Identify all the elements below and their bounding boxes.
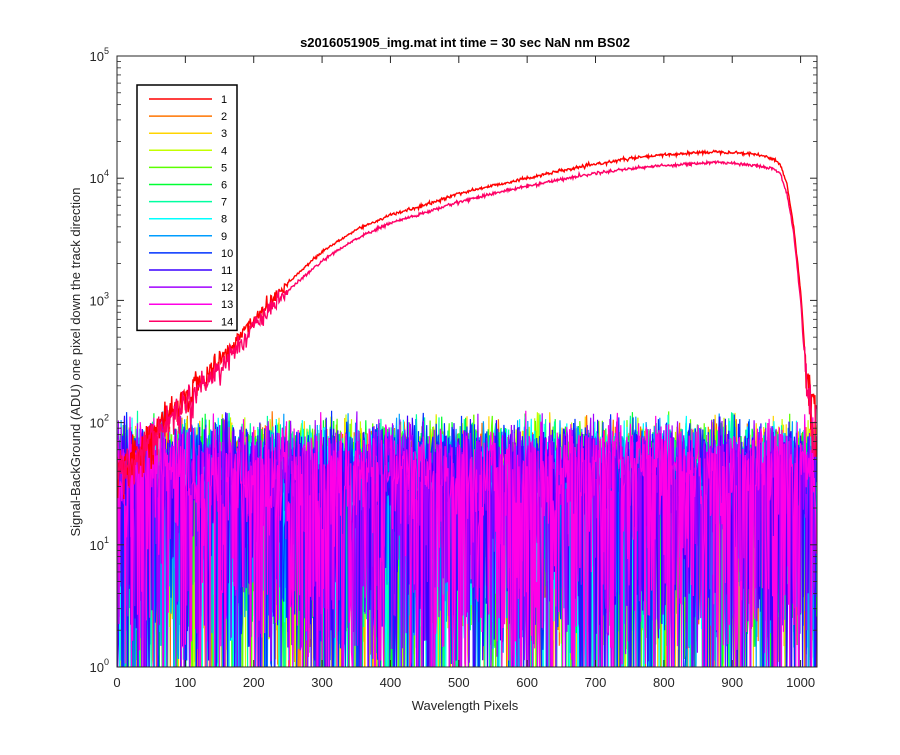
- legend-label-8: 8: [221, 214, 227, 226]
- legend-label-3: 3: [221, 128, 227, 140]
- x-tick-label: 1000: [786, 675, 815, 690]
- x-tick-label: 800: [653, 675, 675, 690]
- legend-label-14: 14: [221, 316, 233, 328]
- legend-label-1: 1: [221, 94, 227, 106]
- y-tick-label: 103: [90, 290, 109, 308]
- legend-label-6: 6: [221, 180, 227, 192]
- legend-box: [136, 84, 238, 332]
- x-tick-label: 100: [175, 675, 197, 690]
- y-tick-label: 100: [90, 657, 109, 675]
- x-tick-label: 0: [113, 675, 120, 690]
- legend-label-9: 9: [221, 231, 227, 243]
- y-tick-label: 102: [90, 413, 109, 431]
- x-tick-label: 900: [721, 675, 743, 690]
- x-tick-label: 700: [585, 675, 607, 690]
- legend-label-11: 11: [221, 265, 232, 277]
- x-tick-label: 500: [448, 675, 470, 690]
- x-tick-label: 400: [380, 675, 402, 690]
- x-axis-label: Wavelength Pixels: [412, 698, 519, 713]
- axes-box: [116, 55, 818, 668]
- y-tick-label: 101: [90, 535, 109, 553]
- legend-label-10: 10: [221, 248, 233, 260]
- y-tick-label: 104: [90, 168, 109, 186]
- series-line-14: [117, 159, 817, 495]
- series-line-1: [117, 149, 817, 500]
- x-tick-label: 600: [516, 675, 538, 690]
- legend-label-7: 7: [221, 197, 227, 209]
- legend-label-4: 4: [221, 145, 227, 157]
- legend-label-5: 5: [221, 162, 227, 174]
- legend-label-12: 12: [221, 282, 233, 294]
- x-tick-label: 200: [243, 675, 265, 690]
- y-tick-label: 105: [90, 46, 109, 64]
- series-layer: [117, 149, 817, 667]
- x-tick-label: 300: [311, 675, 333, 690]
- legend-label-2: 2: [221, 111, 227, 123]
- chart-title: s2016051905_img.mat int time = 30 sec Na…: [300, 35, 630, 50]
- y-axis-label: Signal-BackGround (ADU) one pixel down t…: [68, 187, 83, 536]
- legend-label-13: 13: [221, 299, 233, 311]
- series-line-13: [117, 410, 817, 667]
